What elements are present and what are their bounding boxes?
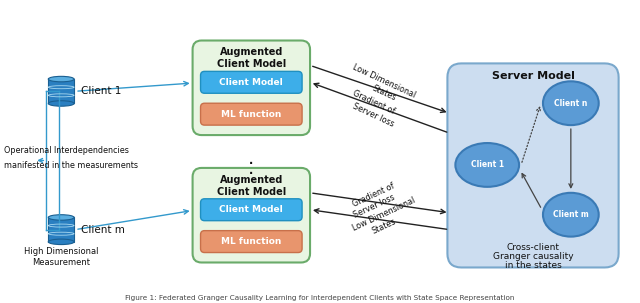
Text: in the states: in the states: [505, 261, 561, 270]
Text: Client Model: Client Model: [217, 59, 286, 69]
Ellipse shape: [48, 76, 74, 82]
Text: High Dimensional: High Dimensional: [24, 247, 99, 256]
Text: Client n: Client n: [554, 99, 588, 108]
Text: Cross-client: Cross-client: [506, 243, 559, 252]
Text: Granger causality: Granger causality: [493, 252, 573, 261]
FancyBboxPatch shape: [200, 231, 302, 252]
Text: Augmented: Augmented: [220, 175, 283, 185]
Text: ·: ·: [248, 165, 255, 185]
Text: Operational Interdependencies: Operational Interdependencies: [4, 146, 129, 155]
FancyBboxPatch shape: [200, 72, 302, 93]
Text: Measurement: Measurement: [32, 258, 90, 267]
Text: States: States: [371, 84, 397, 103]
Text: Client Model: Client Model: [217, 187, 286, 197]
Bar: [48, 79, 74, 103]
Text: Server loss: Server loss: [351, 193, 396, 220]
FancyBboxPatch shape: [447, 63, 619, 268]
Text: Client 1: Client 1: [81, 86, 122, 96]
Ellipse shape: [48, 101, 74, 106]
Bar: [48, 218, 74, 242]
FancyBboxPatch shape: [193, 41, 310, 135]
Ellipse shape: [48, 215, 74, 220]
Text: manifested in the measurements: manifested in the measurements: [4, 161, 138, 170]
Text: Client Model: Client Model: [220, 78, 283, 87]
Text: Client 1: Client 1: [470, 160, 504, 169]
Text: Low Dimensional: Low Dimensional: [351, 196, 417, 233]
Ellipse shape: [543, 81, 598, 125]
Text: Server Model: Server Model: [492, 71, 575, 81]
Text: Gradient of: Gradient of: [351, 89, 396, 116]
FancyBboxPatch shape: [193, 168, 310, 262]
Text: Client m: Client m: [553, 210, 589, 219]
FancyBboxPatch shape: [200, 103, 302, 125]
Text: ML function: ML function: [221, 110, 282, 119]
Text: Gradient of: Gradient of: [351, 181, 396, 208]
Text: States: States: [371, 217, 397, 236]
Ellipse shape: [543, 193, 598, 237]
Text: Augmented: Augmented: [220, 48, 283, 58]
Text: Client m: Client m: [81, 225, 125, 235]
Text: Low Dimensional: Low Dimensional: [351, 63, 417, 100]
Text: Figure 1: Federated Granger Causality Learning for Interdependent Clients with S: Figure 1: Federated Granger Causality Le…: [125, 295, 515, 301]
Ellipse shape: [456, 143, 519, 187]
FancyBboxPatch shape: [200, 199, 302, 221]
Text: Server loss: Server loss: [351, 101, 396, 128]
Text: Client Model: Client Model: [220, 205, 283, 214]
Ellipse shape: [48, 239, 74, 245]
Text: ·: ·: [248, 155, 255, 175]
Text: ML function: ML function: [221, 237, 282, 246]
